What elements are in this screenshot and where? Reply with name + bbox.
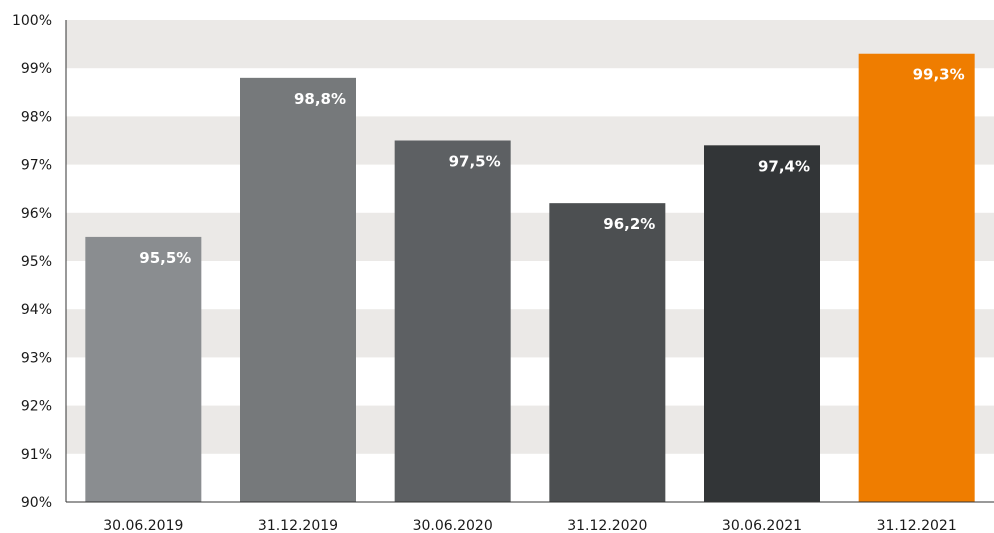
background-band [66, 405, 994, 454]
x-tick-label: 30.06.2019 [103, 518, 183, 533]
bar-30.06.2019 [85, 236, 202, 502]
x-tick-label: 31.12.2019 [258, 518, 338, 533]
y-tick-label: 99% [21, 61, 52, 77]
y-tick-label: 97% [21, 158, 52, 174]
y-tick-label: 90% [21, 495, 52, 511]
data-label: 99,3% [913, 66, 965, 84]
bar-31.12.2020 [549, 203, 666, 502]
y-axis-tick-labels: 90% 91% 92% 93% 94% 95% 96% 97% 98% 99% 100% [12, 13, 52, 511]
bar-31.12.2019 [240, 77, 356, 502]
x-tick-label: 30.06.2021 [722, 518, 802, 533]
background-band [66, 212, 994, 261]
data-label: 96,2% [603, 215, 655, 233]
y-tick-label: 100% [12, 13, 52, 29]
background-band [66, 20, 994, 69]
bars: 95,5% 98,8% 97,5% 96,2% 97,4% 99,3% [85, 53, 975, 503]
y-tick-label: 98% [21, 109, 52, 125]
x-tick-label: 31.12.2020 [567, 518, 647, 533]
bar-30.06.2020 [394, 140, 511, 502]
data-label: 98,8% [294, 90, 346, 108]
bar-30.06.2021 [704, 145, 820, 502]
bar-31.12.2021 [858, 53, 975, 503]
y-tick-label: 92% [21, 399, 52, 415]
y-tick-label: 96% [21, 206, 52, 222]
x-axis-tick-labels: 30.06.2019 31.12.2019 30.06.2020 31.12.2020… [103, 518, 957, 533]
y-tick-label: 95% [21, 254, 52, 270]
data-label: 95,5% [139, 249, 191, 267]
background-bands [66, 20, 994, 454]
data-label: 97,5% [449, 153, 501, 171]
x-tick-label: 31.12.2021 [877, 518, 957, 533]
x-tick-label: 30.06.2020 [413, 518, 493, 533]
y-tick-label: 91% [21, 447, 52, 463]
background-band [66, 116, 994, 165]
y-tick-label: 93% [21, 350, 52, 366]
y-tick-label: 94% [21, 302, 52, 318]
background-band [66, 309, 994, 358]
data-label: 97,4% [758, 157, 810, 175]
